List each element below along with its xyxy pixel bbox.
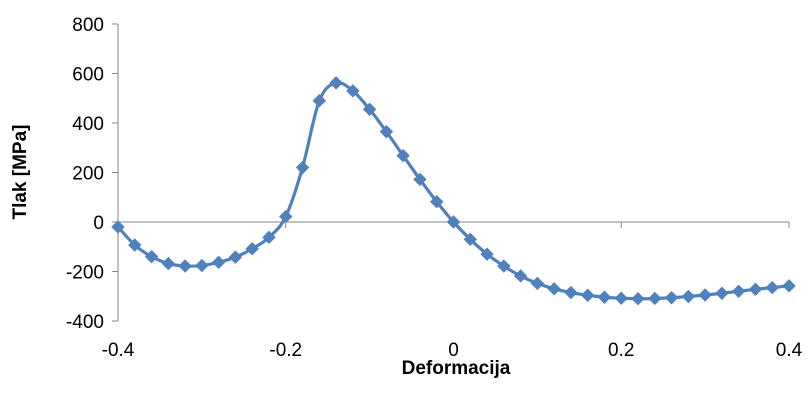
data-point-marker [748,282,763,297]
data-point-marker [396,148,410,163]
data-point-marker [279,209,293,224]
data-point-marker [614,291,628,305]
data-point-marker [698,288,712,302]
data-point-marker [480,247,494,261]
data-point-marker [731,284,746,299]
data-point-marker [664,291,679,305]
data-point-marker [228,250,243,264]
data-point-marker [530,276,545,291]
data-point-marker [782,279,796,293]
data-markers [111,76,796,306]
data-point-marker [178,259,192,273]
y-tick-label: 200 [72,164,104,185]
y-tick-label: -400 [66,312,104,333]
data-point-marker [648,291,662,306]
data-point-marker [681,289,696,304]
data-point-marker [312,94,327,108]
data-point-marker [346,84,360,98]
data-point-marker [211,255,226,270]
data-point-marker [362,102,377,117]
y-tick-label: 800 [72,15,104,36]
x-axis-title: Deformacija [402,358,511,379]
data-point-marker [446,215,461,229]
data-point-marker [580,288,595,302]
data-point-marker [463,232,477,247]
axes [112,23,790,322]
data-point-marker [513,269,528,283]
data-point-marker [262,230,276,245]
x-tick-label: -0.2 [269,340,302,361]
x-tick-label: 0.4 [776,340,803,361]
data-point-marker [379,124,394,139]
y-tick-label: 0 [93,213,104,234]
y-tick-label: -200 [66,263,104,284]
data-point-marker [144,249,159,264]
y-tick-labels: 800 600 400 200 0 -200 -400 [66,15,104,333]
data-point-marker [245,242,259,256]
x-tick-labels: -0.4 -0.2 0 0.2 0.4 [102,340,803,361]
y-tick-label: 600 [72,65,104,86]
x-tick-label: 0.2 [608,340,634,361]
data-point-marker [128,238,142,252]
data-point-marker [161,256,176,271]
data-point-marker [111,220,125,234]
data-point-marker [765,280,779,295]
data-point-marker [564,285,578,300]
data-point-marker [597,290,612,304]
data-point-marker [195,258,209,273]
data-point-marker [547,282,561,296]
data-point-marker [295,160,310,175]
data-point-marker [631,292,645,306]
y-tick-label: 400 [72,114,104,135]
data-point-marker [413,172,427,187]
data-point-marker [329,76,343,90]
y-axis-title: Tlak [MPa] [10,124,31,219]
data-point-marker [715,286,729,300]
data-point-marker [430,194,444,209]
data-point-marker [497,259,511,273]
x-tick-label: -0.4 [102,340,135,361]
x-tick-label: 0 [448,340,459,361]
